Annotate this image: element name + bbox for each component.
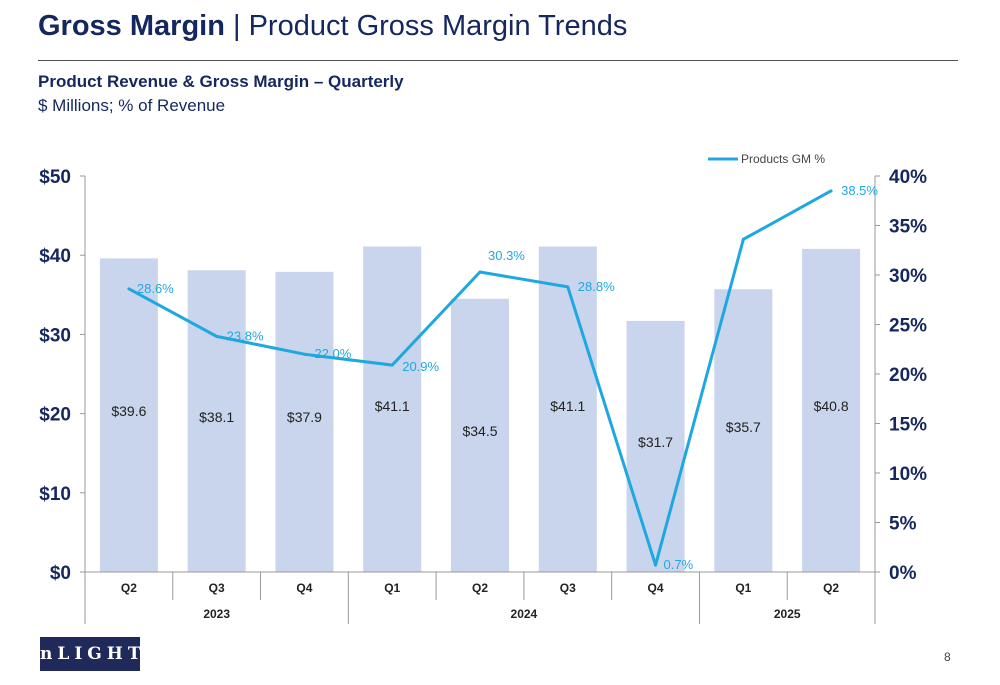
right-tick-label: 25% — [889, 316, 927, 337]
year-group-label: 2024 — [511, 607, 538, 621]
left-tick-label: $0 — [50, 563, 71, 584]
revenue-bar — [363, 246, 422, 572]
gm-percent-label: 28.6% — [137, 281, 174, 296]
gm-percent-point — [478, 270, 482, 274]
gm-percent-label: 23.8% — [227, 328, 264, 343]
gm-percent-point — [566, 285, 570, 289]
bar-value-label: $39.6 — [111, 403, 146, 419]
left-tick-label: $20 — [39, 405, 71, 426]
x-tick-label: Q2 — [823, 581, 839, 595]
year-group-label: 2023 — [203, 607, 230, 621]
x-tick-label: Q3 — [560, 581, 576, 595]
gm-percent-label: 22.0% — [314, 346, 351, 361]
gm-percent-point — [390, 363, 394, 367]
gm-percent-point — [215, 334, 219, 338]
right-tick-label: 40% — [889, 167, 927, 188]
right-tick-label: 0% — [889, 563, 917, 584]
x-tick-label: Q1 — [384, 581, 400, 595]
right-tick-label: 10% — [889, 464, 927, 485]
right-tick-label: 20% — [889, 365, 927, 386]
legend-label: Products GM % — [741, 152, 825, 166]
bar-value-label: $35.7 — [726, 419, 761, 435]
gm-percent-point — [127, 287, 131, 291]
gm-percent-label: 0.7% — [664, 557, 694, 572]
company-logo: nLIGHT — [40, 637, 141, 671]
chart-units: $ Millions; % of Revenue — [38, 96, 226, 115]
page-title-bold: Gross Margin — [38, 10, 225, 42]
gm-percent-point — [829, 189, 833, 193]
gm-percent-label: 28.8% — [578, 279, 615, 294]
bar-value-label: $37.9 — [287, 409, 322, 425]
right-tick-label: 35% — [889, 217, 927, 238]
bar-value-label: $41.1 — [550, 398, 585, 414]
revenue-bar — [802, 248, 861, 572]
gm-percent-label: 38.5% — [841, 183, 878, 198]
right-tick-label: 15% — [889, 415, 927, 436]
revenue-bar — [626, 320, 685, 572]
revenue-bar — [451, 298, 509, 572]
revenue-bar — [538, 246, 597, 572]
left-tick-label: $30 — [39, 325, 71, 346]
bar-value-label: $34.5 — [462, 423, 497, 439]
title-divider — [38, 60, 958, 61]
revenue-bar — [187, 270, 246, 572]
bar-value-label: $40.8 — [814, 398, 849, 414]
right-tick-label: 30% — [889, 266, 927, 287]
left-tick-label: $10 — [39, 484, 71, 505]
right-tick-label: 5% — [889, 514, 917, 535]
x-tick-label: Q4 — [648, 581, 664, 595]
bar-value-label: $31.7 — [638, 434, 673, 450]
revenue-bar — [275, 271, 334, 572]
x-tick-label: Q2 — [472, 581, 488, 595]
page-title: Gross Margin | Product Gross Margin Tren… — [38, 10, 627, 43]
year-group-label: 2025 — [774, 607, 801, 621]
page-title-rest: | Product Gross Margin Trends — [233, 10, 628, 42]
gm-percent-point — [302, 352, 306, 356]
bar-value-label: $38.1 — [199, 409, 234, 425]
x-tick-label: Q1 — [735, 581, 751, 595]
x-tick-label: Q4 — [296, 581, 312, 595]
gm-percent-point — [741, 237, 745, 241]
x-tick-label: Q2 — [121, 581, 137, 595]
chart-title: Product Revenue & Gross Margin – Quarter… — [38, 72, 404, 91]
left-tick-label: $40 — [39, 246, 71, 267]
x-tick-label: Q3 — [209, 581, 225, 595]
bar-value-label: $41.1 — [375, 398, 410, 414]
gm-percent-point — [654, 563, 658, 567]
gm-percent-label: 30.3% — [488, 248, 525, 263]
left-tick-label: $50 — [39, 167, 71, 188]
revenue-bar — [99, 258, 158, 572]
revenue-bar — [714, 289, 773, 572]
page-number: 8 — [944, 650, 951, 664]
gm-percent-label: 20.9% — [402, 359, 439, 374]
